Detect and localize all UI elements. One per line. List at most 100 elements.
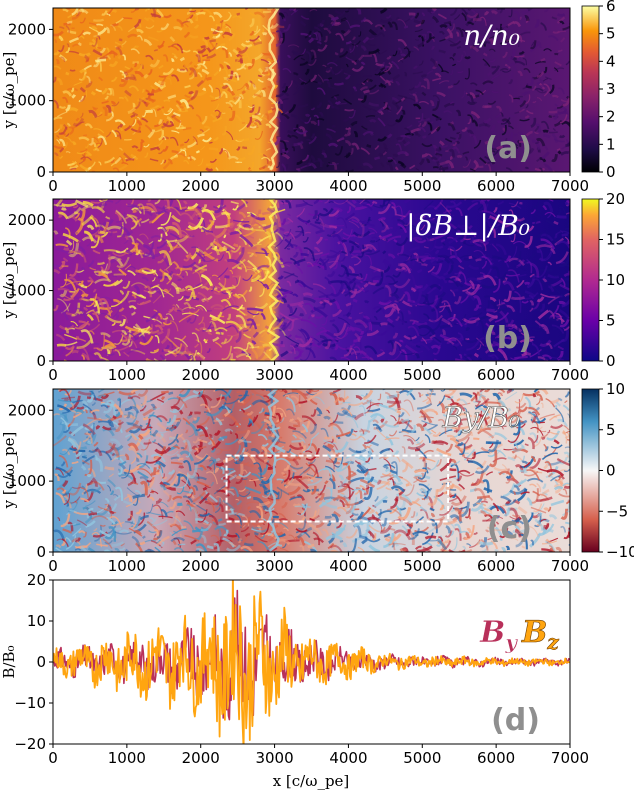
texture-stroke <box>145 54 154 61</box>
texture-stroke <box>317 74 324 83</box>
texture-stroke <box>284 238 294 249</box>
texture-stroke <box>365 243 377 252</box>
texture-stroke <box>65 536 72 543</box>
texture-stroke <box>99 306 112 310</box>
texture-stroke <box>294 505 311 508</box>
texture-stroke <box>311 432 320 440</box>
panel-dbperp: |δB⊥|/B₀ (b) y [c/ω_pe] 0 1000 2000 3000 400… <box>0 190 625 384</box>
texture-stroke <box>512 419 521 436</box>
texture-stroke <box>84 423 96 431</box>
texture-stroke <box>530 43 540 53</box>
texture-stroke <box>161 120 170 129</box>
texture-stroke <box>195 428 202 432</box>
texture-stroke <box>474 404 484 410</box>
texture-stroke <box>369 119 377 123</box>
texture-stroke <box>111 50 116 58</box>
texture-stroke <box>412 93 418 102</box>
x-tick-label: 7000 <box>551 177 589 195</box>
texture-stroke <box>300 57 305 61</box>
texture-stroke <box>325 133 334 141</box>
texture-stroke <box>359 420 371 436</box>
texture-stroke <box>527 466 543 474</box>
texture-stroke <box>488 314 498 323</box>
texture-stroke <box>169 320 179 332</box>
x-axis-label-d: x [c/ω_pe] <box>273 772 350 790</box>
texture-stroke <box>84 153 91 158</box>
texture-stroke <box>61 293 74 300</box>
texture-stroke <box>132 404 142 410</box>
texture-stroke <box>478 123 491 128</box>
texture-stroke <box>395 81 401 86</box>
texture-stroke <box>372 286 385 295</box>
texture-stroke <box>150 108 157 117</box>
texture-stroke <box>58 35 64 42</box>
texture-stroke <box>406 50 414 53</box>
texture-stroke <box>543 134 551 139</box>
texture-stroke <box>250 389 264 397</box>
texture-stroke <box>353 330 365 343</box>
texture-stroke <box>241 90 246 95</box>
texture-stroke <box>223 529 229 537</box>
texture-stroke <box>547 429 551 434</box>
texture-stroke <box>127 270 137 276</box>
texture-stroke <box>179 335 187 342</box>
texture-stroke <box>161 390 169 394</box>
texture-stroke <box>356 166 365 172</box>
texture-stroke <box>425 237 430 242</box>
x-tick-label: 1000 <box>108 749 146 767</box>
texture-stroke <box>501 137 508 144</box>
texture-stroke <box>130 515 141 529</box>
texture-stroke <box>248 212 266 221</box>
texture-stroke <box>216 115 221 120</box>
texture-stroke <box>473 239 478 241</box>
texture-stroke <box>247 58 255 70</box>
texture-stroke <box>244 516 251 526</box>
texture-stroke <box>449 57 455 61</box>
texture-stroke <box>94 234 104 244</box>
texture-stroke <box>105 516 116 525</box>
texture-stroke <box>558 469 569 473</box>
texture-stroke <box>244 8 249 11</box>
texture-stroke <box>200 522 213 532</box>
texture-stroke <box>394 341 402 348</box>
texture-stroke <box>116 256 130 269</box>
colorbar-tick-label: 6 <box>606 0 616 15</box>
texture-stroke <box>60 513 71 528</box>
texture-stroke <box>58 105 67 109</box>
texture-stroke <box>420 33 427 38</box>
texture-stroke <box>187 463 198 479</box>
texture-stroke <box>351 512 359 516</box>
series-line-Bz <box>53 580 570 744</box>
texture-stroke <box>134 489 142 496</box>
texture-stroke <box>213 536 223 550</box>
texture-stroke <box>106 131 112 138</box>
texture-stroke <box>502 281 515 291</box>
texture-stroke <box>530 209 537 215</box>
texture-stroke <box>420 74 428 78</box>
texture-stroke <box>230 200 239 205</box>
texture-stroke <box>130 432 138 441</box>
texture-stroke <box>119 460 127 466</box>
texture-stroke <box>283 228 292 237</box>
texture-stroke <box>473 101 478 104</box>
texture-stroke <box>56 139 61 144</box>
texture-stroke <box>167 94 177 100</box>
texture-stroke <box>468 279 475 290</box>
texture-stroke <box>501 118 512 125</box>
texture-stroke <box>400 163 407 169</box>
texture-stroke <box>199 129 205 133</box>
texture-stroke <box>221 232 231 236</box>
texture-stroke <box>326 62 338 67</box>
texture-stroke <box>413 65 418 70</box>
texture-stroke <box>82 506 93 520</box>
texture-stroke <box>114 45 118 49</box>
texture-stroke <box>327 77 333 80</box>
texture-stroke <box>418 319 429 322</box>
texture-stroke <box>374 496 379 502</box>
texture-stroke <box>65 535 77 550</box>
texture-stroke <box>383 199 391 207</box>
texture-stroke <box>78 320 91 326</box>
texture-stroke <box>302 439 313 453</box>
texture-stroke <box>557 111 566 115</box>
